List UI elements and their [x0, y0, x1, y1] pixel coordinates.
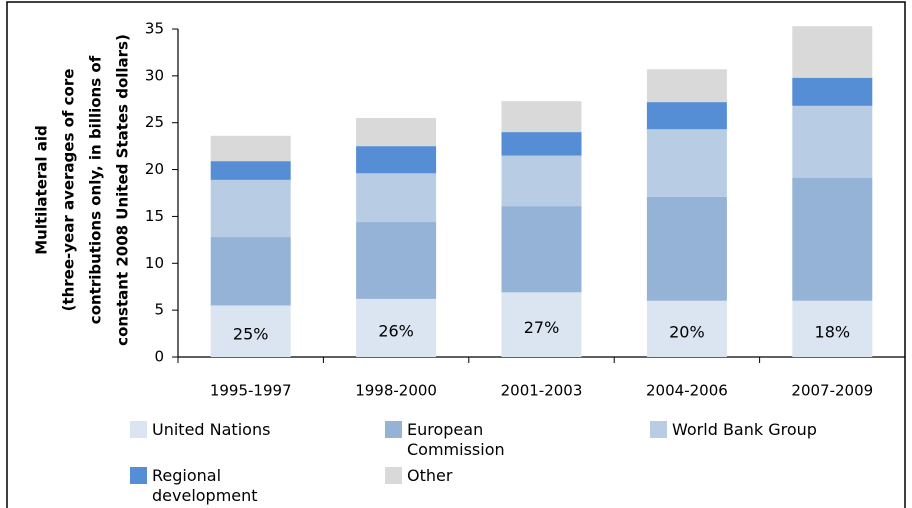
- x-tick-label: 1995-1997: [210, 382, 292, 400]
- bar-segment: [646, 300, 727, 357]
- legend-item: Other: [385, 466, 625, 508]
- bar-segment: [501, 292, 582, 357]
- bar-segment: [501, 206, 582, 293]
- y-axis-label: constant 2008 United States dollars): [114, 34, 132, 346]
- y-axis-label: Multilateral aid: [33, 125, 51, 255]
- x-tick-label: 2007-2009: [791, 382, 873, 400]
- legend-swatch: [650, 421, 667, 438]
- legend-swatch: [130, 467, 147, 484]
- bar-segment: [646, 69, 727, 103]
- bar-segment: [356, 118, 437, 147]
- y-tick-label: 5: [154, 301, 164, 319]
- bar-segment: [210, 161, 291, 180]
- bar-segment: [792, 178, 873, 301]
- legend: United Nations European Commission World B…: [130, 420, 890, 508]
- frame: [6, 1, 906, 508]
- legend-item: United Nations: [130, 420, 385, 460]
- y-axis-label: (three-year averages of core: [60, 69, 78, 312]
- bar-segment: [356, 146, 437, 174]
- bar-segment: [792, 77, 873, 106]
- y-tick-label: 0: [154, 348, 164, 366]
- bar-segment: [646, 196, 727, 301]
- bar-segment: [356, 173, 437, 223]
- y-axis-label: contributions only, in billions of: [87, 55, 105, 324]
- bar-segment: [210, 179, 291, 238]
- bar-segment: [210, 305, 291, 357]
- y-tick-label: 10: [145, 254, 164, 272]
- bar-segment: [356, 298, 437, 357]
- x-tick-label: 1998-2000: [355, 382, 437, 400]
- bar-segment: [210, 135, 291, 162]
- bar-segment: [501, 101, 582, 133]
- annotation: 26%: [378, 321, 414, 340]
- x-tick-label: 2004-2006: [646, 382, 728, 400]
- bar-segment: [501, 155, 582, 207]
- legend-label: Other: [407, 466, 453, 485]
- bar-segment: [501, 132, 582, 156]
- legend-item: Regional development banks: [130, 466, 385, 508]
- legend-swatch: [385, 467, 402, 484]
- bar-segment: [210, 237, 291, 306]
- bar-segment: [792, 300, 873, 357]
- legend-label: European Commission: [407, 420, 505, 459]
- annotation: 18%: [815, 322, 851, 341]
- y-tick-label: 25: [145, 113, 164, 131]
- bar-segment: [646, 129, 727, 197]
- annotation: 27%: [524, 318, 560, 337]
- annotation: 25%: [233, 325, 269, 344]
- legend-swatch: [385, 421, 402, 438]
- y-tick-label: 30: [145, 66, 164, 84]
- legend-label: World Bank Group: [672, 420, 817, 439]
- legend-label: Regional development banks: [152, 466, 258, 508]
- y-tick-label: 20: [145, 160, 164, 178]
- legend-item: World Bank Group: [650, 420, 890, 460]
- bar-segment: [356, 222, 437, 299]
- bar-segment: [792, 105, 873, 179]
- bar-segment: [792, 26, 873, 78]
- y-tick-label: 35: [145, 20, 164, 38]
- annotation: 20%: [669, 322, 705, 341]
- legend-item: European Commission: [385, 420, 650, 460]
- legend-label: United Nations: [152, 420, 271, 439]
- bar-segment: [646, 102, 727, 130]
- legend-swatch: [130, 421, 147, 438]
- x-tick-label: 2001-2003: [501, 382, 583, 400]
- y-tick-label: 15: [145, 207, 164, 225]
